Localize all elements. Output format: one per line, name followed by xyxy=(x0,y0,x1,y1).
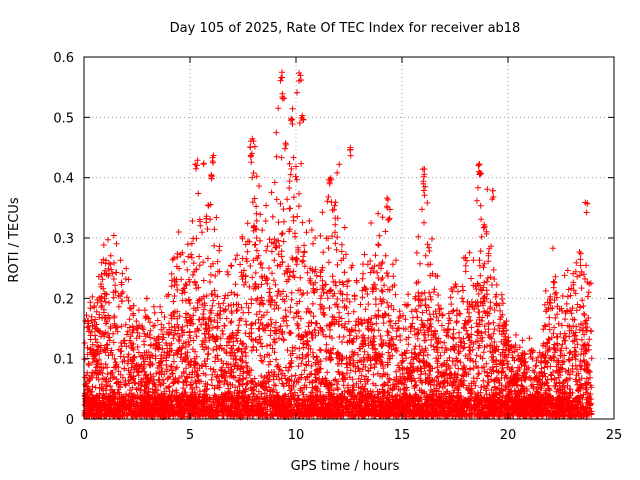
x-tick-label: 10 xyxy=(288,428,305,443)
x-tick-label: 5 xyxy=(186,428,194,443)
y-tick-label: 0 xyxy=(66,413,74,428)
y-tick-labels: 0 0.1 0.2 0.3 0.4 0.5 0.6 xyxy=(53,51,74,428)
roti-points xyxy=(81,69,595,421)
y-tick-label: 0.6 xyxy=(53,51,74,66)
x-tick-label: 25 xyxy=(606,428,623,443)
y-tick-label: 0.4 xyxy=(53,172,74,187)
x-axis-label: GPS time / hours xyxy=(291,459,400,474)
x-tick-labels: 0 5 10 15 20 25 xyxy=(80,428,622,443)
x-tick-label: 0 xyxy=(80,428,88,443)
y-tick-label: 0.3 xyxy=(53,232,74,247)
data-points xyxy=(81,69,595,421)
y-tick-label: 0.5 xyxy=(53,111,74,126)
y-tick-label: 0.2 xyxy=(53,292,74,307)
x-tick-label: 20 xyxy=(500,428,517,443)
x-tick-label: 15 xyxy=(394,428,411,443)
chart-title: Day 105 of 2025, Rate Of TEC Index for r… xyxy=(170,21,521,36)
y-axis-label: ROTI / TECUs xyxy=(7,197,22,282)
axis-ticks xyxy=(83,56,615,420)
y-tick-label: 0.1 xyxy=(53,353,74,368)
